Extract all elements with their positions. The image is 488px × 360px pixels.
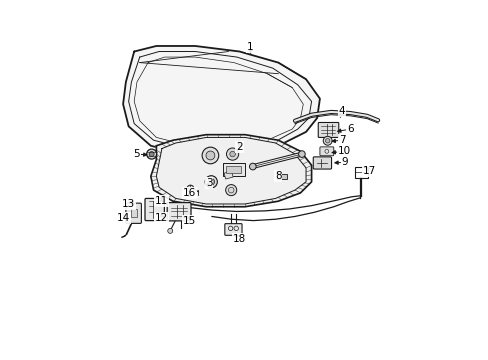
Circle shape (225, 185, 236, 196)
Circle shape (207, 179, 214, 185)
Circle shape (229, 151, 235, 157)
Circle shape (249, 163, 256, 170)
FancyBboxPatch shape (318, 122, 338, 138)
FancyBboxPatch shape (224, 224, 242, 235)
Text: 9: 9 (341, 157, 347, 167)
Text: 16: 16 (183, 188, 196, 198)
Bar (276, 174, 287, 179)
Bar (130, 209, 137, 217)
FancyBboxPatch shape (125, 203, 141, 223)
Text: 5: 5 (133, 149, 140, 159)
Circle shape (226, 148, 238, 160)
Text: 14: 14 (116, 213, 129, 223)
Circle shape (205, 176, 217, 188)
Bar (354, 167, 367, 177)
Bar (223, 163, 244, 176)
Circle shape (298, 151, 305, 157)
Bar (226, 166, 241, 174)
Text: 4: 4 (338, 106, 345, 116)
Text: 13: 13 (122, 199, 135, 209)
Text: 8: 8 (274, 171, 281, 181)
Circle shape (167, 228, 172, 233)
Text: 1: 1 (247, 42, 253, 52)
Circle shape (187, 185, 193, 192)
Polygon shape (150, 135, 311, 207)
Circle shape (325, 139, 329, 143)
Circle shape (146, 149, 156, 159)
FancyBboxPatch shape (145, 198, 164, 221)
Circle shape (149, 152, 154, 157)
Text: 3: 3 (205, 178, 212, 188)
Polygon shape (123, 46, 319, 154)
Text: 17: 17 (363, 166, 376, 176)
FancyBboxPatch shape (319, 147, 333, 156)
Circle shape (323, 136, 331, 145)
Text: 15: 15 (183, 216, 196, 226)
Text: 2: 2 (236, 142, 243, 152)
Text: 11: 11 (155, 196, 168, 206)
Text: 18: 18 (232, 234, 245, 244)
FancyBboxPatch shape (313, 157, 331, 169)
Text: 6: 6 (346, 124, 353, 134)
Bar (224, 171, 233, 179)
Circle shape (205, 151, 214, 160)
Text: 10: 10 (338, 146, 351, 156)
Text: 7: 7 (338, 135, 345, 145)
Text: 12: 12 (155, 213, 168, 223)
FancyBboxPatch shape (167, 203, 191, 221)
Circle shape (202, 147, 218, 164)
